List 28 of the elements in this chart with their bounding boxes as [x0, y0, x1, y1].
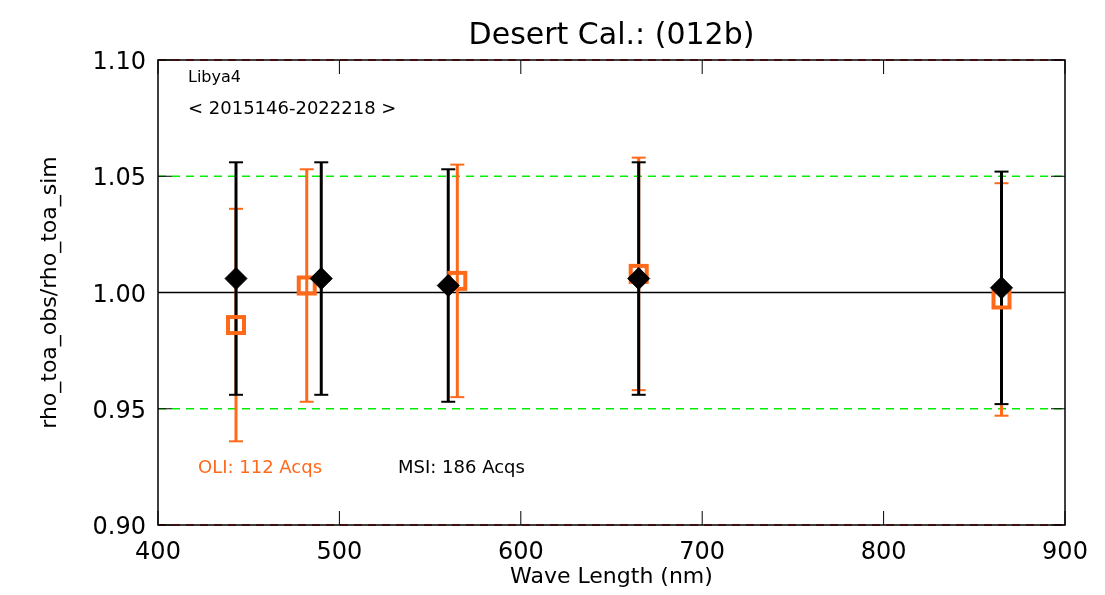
x-axis-title: Wave Length (nm) — [510, 563, 713, 588]
point — [991, 289, 1012, 310]
x-tick-label: 700 — [679, 537, 726, 565]
x-tick-label: 400 — [135, 537, 181, 565]
y-axis-title: rho_toa_obs/rho_toa_sim — [36, 156, 62, 429]
x-tick-label: 900 — [1042, 537, 1088, 565]
point — [224, 267, 248, 291]
point — [436, 274, 460, 298]
y-tick-label: 0.95 — [92, 395, 146, 424]
text: OLI: 112 Acqs — [198, 456, 323, 477]
annotation: Libya4 — [188, 67, 241, 86]
x-tick-label: 500 — [316, 537, 363, 565]
point — [627, 267, 651, 291]
point — [990, 276, 1014, 300]
x-tick-label: 600 — [497, 537, 544, 565]
y-tick-label: 1.05 — [92, 163, 146, 192]
y-tick-label: 1.10 — [92, 47, 146, 75]
point — [226, 315, 246, 336]
point — [628, 263, 649, 284]
annotation: < 2015146-2022218 > — [188, 97, 397, 118]
text: MSI: 186 Acqs — [398, 456, 525, 477]
point — [447, 270, 468, 291]
y-tick-label: 0.90 — [92, 512, 146, 540]
x-tick-label: 800 — [860, 537, 907, 565]
point — [309, 267, 333, 291]
point — [296, 275, 317, 296]
chart-title: Desert Cal.: (012b) — [468, 16, 755, 51]
y-tick-label: 1.00 — [92, 279, 146, 308]
